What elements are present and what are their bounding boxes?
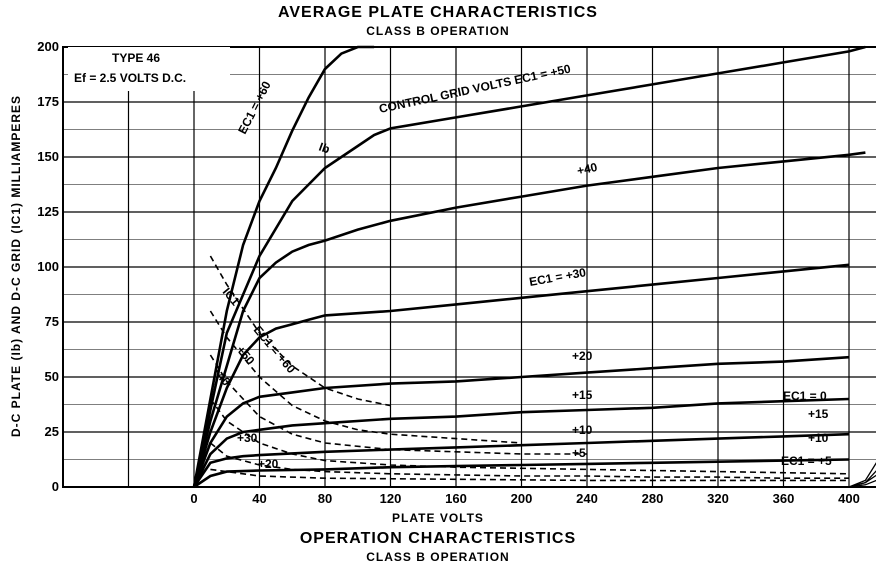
curve-label-r0: EC1 = 0 (783, 389, 827, 403)
x-tick-label: 200 (511, 491, 533, 506)
series-line (209, 354, 587, 455)
x-tick-label: 360 (773, 491, 795, 506)
y-axis-title: D-C PLATE (Ib) AND D-C GRID (IC1) MILLIA… (9, 95, 23, 437)
y-tick-label: 50 (45, 369, 59, 384)
curve-label-c30: EC1 = +30 (528, 265, 587, 289)
series-line (209, 310, 522, 444)
series-line (848, 462, 876, 488)
footer-subtitle: CLASS B OPERATION (366, 550, 510, 564)
y-tick-label: 25 (45, 424, 59, 439)
curve-label-r15: +15 (808, 407, 829, 421)
series-line (848, 474, 876, 488)
curve-label-c10: +10 (572, 423, 593, 437)
x-tick-label: 160 (445, 491, 467, 506)
info-line-type: TYPE 46 (112, 51, 160, 65)
chart-subtitle: CLASS B OPERATION (366, 24, 510, 38)
curve-label-ib: Ib (317, 140, 332, 157)
curve-label-g20: +20 (258, 457, 279, 471)
curve-label-c60: EC1 = +60 (235, 79, 274, 137)
x-axis-title: PLATE VOLTS (392, 511, 484, 525)
series-line (192, 45, 866, 488)
series-line (192, 45, 375, 488)
series-line (192, 432, 850, 488)
x-tick-label: 400 (838, 491, 860, 506)
curve-label-r10: +10 (808, 431, 829, 445)
curve-label-g30: +30 (237, 431, 258, 445)
x-tick-label: 280 (642, 491, 664, 506)
curve-label-c50: CONTROL GRID VOLTS EC1 = +50 (378, 62, 573, 116)
y-tick-label: 175 (37, 94, 59, 109)
series-line (848, 479, 876, 488)
info-line-filament: Ef = 2.5 VOLTS D.C. (74, 71, 186, 85)
x-tick-label: 120 (380, 491, 402, 506)
series-line (209, 255, 391, 407)
footer-title: OPERATION CHARACTERISTICS (299, 530, 577, 547)
series-line (192, 151, 866, 488)
series-line (192, 263, 850, 488)
series-line (209, 442, 849, 479)
series-line (209, 398, 850, 475)
y-tick-label: 200 (37, 39, 59, 54)
x-tick-label: 40 (252, 491, 266, 506)
series-line (193, 458, 850, 489)
series-line (192, 397, 850, 488)
grid-lines (62, 46, 876, 488)
series-lines (192, 45, 876, 489)
y-tick-label: 75 (45, 314, 59, 329)
chart-title: AVERAGE PLATE CHARACTERISTICS (278, 4, 598, 21)
curve-label-c5: +5 (572, 446, 586, 460)
y-tick-label: 100 (37, 259, 59, 274)
curve-label-r5: EC1 = +5 (781, 454, 832, 468)
tick-labels: 0408012016020024028032036040044048002550… (37, 39, 860, 506)
curve-label-c40: +40 (576, 160, 599, 178)
x-tick-label: 320 (707, 491, 729, 506)
y-tick-label: 150 (37, 149, 59, 164)
x-tick-label: 240 (576, 491, 598, 506)
info-box (68, 47, 230, 91)
curve-labels: EC1 = +60 CONTROL GRID VOLTS EC1 = +50 +40… (210, 62, 832, 471)
y-tick-label: 0 (52, 479, 59, 494)
series-line (848, 470, 876, 488)
plot-frame (62, 46, 876, 488)
series-line (192, 355, 850, 488)
curve-label-c15: +15 (572, 388, 593, 402)
x-tick-label: 0 (190, 491, 197, 506)
x-tick-label: 80 (318, 491, 332, 506)
y-tick-label: 125 (37, 204, 59, 219)
curve-label-c20: +20 (572, 349, 593, 363)
